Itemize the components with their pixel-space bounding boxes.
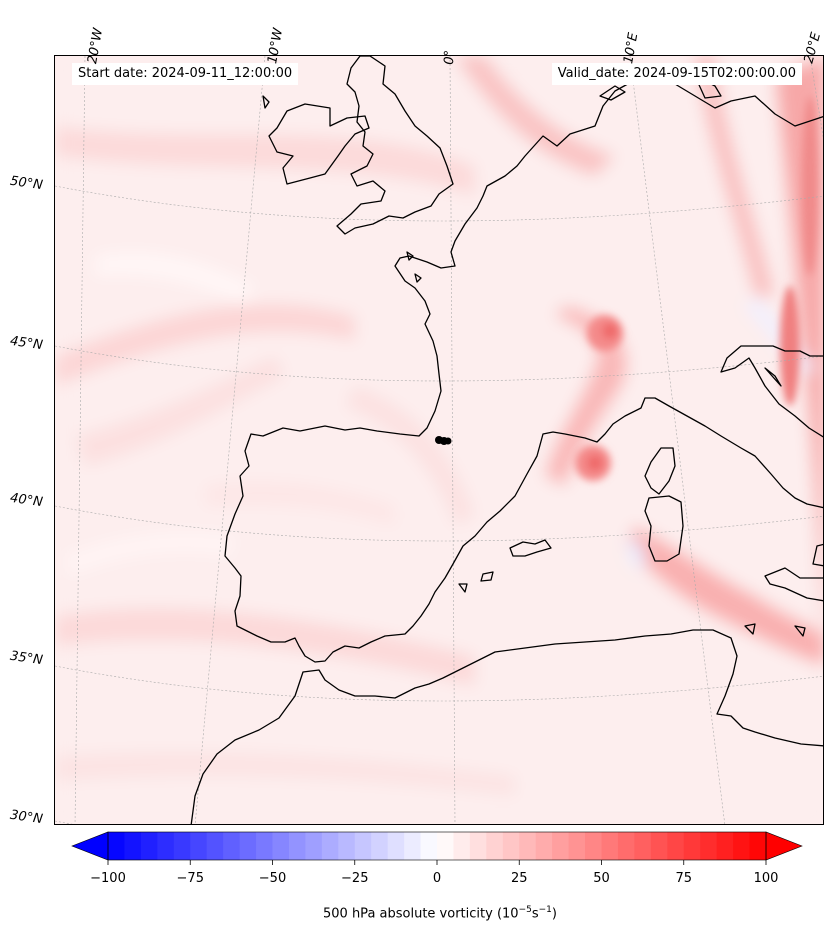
colorbar-cell [486, 832, 504, 860]
colorbar-cell [683, 832, 701, 860]
colorbar-cells [108, 832, 767, 860]
colorbar-cell [535, 832, 553, 860]
colorbar-tick-label: −100 [90, 871, 126, 886]
colorbar-cell [568, 832, 586, 860]
vorticity-map [55, 56, 823, 824]
vorticity-cores [575, 96, 818, 481]
colorbar-cell [502, 832, 520, 860]
colorbar-cell [140, 832, 158, 860]
colorbar-cell [272, 832, 290, 860]
colorbar [71, 831, 803, 865]
colorbar-tick-marks [107, 860, 767, 865]
colorbar-tick-label: 0 [432, 871, 442, 886]
lon-label-0: 0° [442, 49, 458, 65]
colorbar-cell [749, 832, 767, 860]
colorbar-cell [617, 832, 635, 860]
colorbar-cell [321, 832, 339, 860]
graticule [55, 56, 823, 824]
colorbar-cell [667, 832, 685, 860]
valid-date-label: Valid_date: 2024-09-15T02:00:00.00 [551, 63, 802, 85]
vorticity-field [55, 56, 823, 824]
colorbar-cell [453, 832, 471, 860]
colorbar-cell [190, 832, 208, 860]
colorbar-tick-label: −50 [258, 871, 287, 886]
colorbar-max-extension [765, 831, 803, 861]
colorbar-cell [371, 832, 389, 860]
colorbar-cell [469, 832, 487, 860]
colorbar-cell [338, 832, 356, 860]
colorbar-tick-label: 75 [675, 871, 693, 886]
lat-label-40n: 40°N [9, 490, 44, 511]
colorbar-tick-label: −25 [341, 871, 369, 886]
lat-label-30n: 30°N [9, 807, 44, 828]
lat-label-45n: 45°N [9, 333, 44, 354]
start-date-label: Start date: 2024-09-11_12:00:00 [72, 63, 299, 85]
colorbar-cell [288, 832, 306, 860]
colorbar-cell [305, 832, 323, 860]
colorbar-cell [157, 832, 175, 860]
colorbar-label: 500 hPa absolute vorticity (10−5s−1) [323, 905, 557, 922]
colorbar-tick-label: 25 [510, 871, 528, 886]
colorbar-cell [173, 832, 191, 860]
colorbar-tick-label: 50 [593, 871, 610, 886]
colorbar-cell [650, 832, 668, 860]
colorbar-cell [387, 832, 405, 860]
colorbar-cell [354, 832, 372, 860]
colorbar-tick-label: 100 [753, 871, 779, 886]
colorbar-cell [420, 832, 438, 860]
colorbar-cell [239, 832, 257, 860]
colorbar-cell [552, 832, 570, 860]
colorbar-cell [519, 832, 537, 860]
colorbar-cell [437, 832, 454, 860]
lat-label-35n: 35°N [9, 648, 44, 669]
colorbar-cell [223, 832, 241, 860]
colorbar-cell [108, 832, 125, 860]
colorbar-cell [700, 832, 718, 860]
colorbar-cell [124, 832, 142, 860]
colorbar-cell [585, 832, 602, 860]
colorbar-min-extension [71, 831, 109, 861]
coastlines [190, 56, 823, 824]
grid-point-markers [435, 436, 452, 445]
colorbar-tick-label: −75 [176, 871, 204, 886]
colorbar-cell [716, 832, 734, 860]
colorbar-cell [404, 832, 422, 860]
colorbar-cell [601, 832, 619, 860]
colorbar-cell [256, 832, 273, 860]
lat-label-50n: 50°N [9, 173, 44, 194]
colorbar-cell [634, 832, 652, 860]
map-panel [54, 55, 824, 825]
colorbar-cell [733, 832, 751, 860]
colorbar-cell [206, 832, 224, 860]
